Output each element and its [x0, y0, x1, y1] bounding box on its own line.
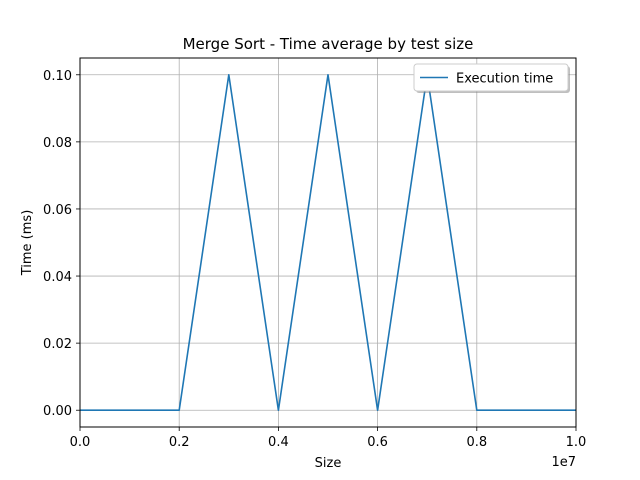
x-tick-label: 0.8	[466, 435, 487, 450]
x-tick-label: 0.2	[169, 435, 190, 450]
y-tick-label: 0.10	[43, 69, 72, 84]
x-axis: 0.0 0.2 0.4 0.6 0.8 1.0	[70, 427, 587, 450]
y-tick-label: 0.04	[43, 270, 72, 285]
plot-frame	[79, 57, 577, 428]
y-axis-label: Time (ms)	[20, 210, 35, 277]
legend-label: Execution time	[456, 72, 553, 87]
legend-box	[413, 63, 569, 92]
y-tick-label: 0.02	[43, 337, 72, 352]
x-tick-label: 0.4	[268, 435, 289, 450]
y-tick-label: 0.06	[43, 203, 72, 218]
series-line	[80, 73, 576, 412]
legend: Execution time	[413, 63, 570, 93]
x-tick-label: 1.0	[566, 435, 587, 450]
x-tick-label: 0.6	[367, 435, 388, 450]
x-tick-label: 0.0	[70, 435, 91, 450]
grid	[79, 58, 577, 427]
y-tick-label: 0.00	[43, 404, 72, 419]
x-axis-offset-label: 1e7	[551, 455, 576, 470]
y-axis: 0.00 0.02 0.04 0.06 0.08 0.10	[43, 69, 80, 419]
x-axis-label: Size	[315, 456, 342, 471]
chart-title: Merge Sort - Time average by test size	[183, 35, 474, 53]
y-tick-label: 0.08	[43, 136, 72, 151]
series-layer	[80, 73, 576, 412]
